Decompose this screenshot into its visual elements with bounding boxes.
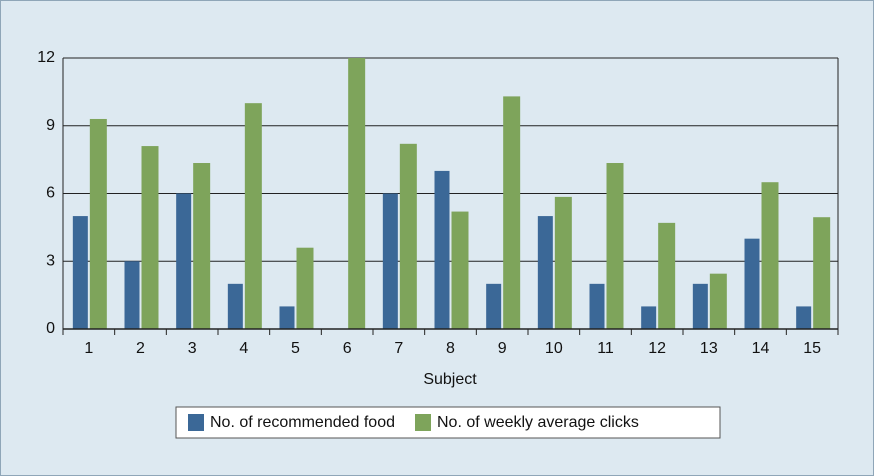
y-tick-label: 3 (46, 252, 55, 269)
x-tick-label: 15 (803, 340, 821, 357)
x-tick-label: 3 (188, 340, 197, 357)
bar (434, 170, 450, 329)
bar (606, 163, 624, 329)
bar (813, 217, 831, 329)
x-tick-label: 10 (545, 340, 563, 357)
bar (503, 96, 521, 330)
bar (279, 306, 295, 329)
bar (176, 193, 192, 329)
x-axis-label: Subject (423, 371, 477, 388)
x-tick-label: 1 (84, 340, 93, 357)
legend-swatch (188, 414, 204, 431)
bar (124, 261, 140, 329)
x-tick-label: 11 (597, 340, 614, 357)
bar (692, 283, 708, 329)
legend-swatch (415, 414, 431, 431)
bar (658, 222, 676, 329)
x-tick-label: 9 (498, 340, 507, 357)
x-tick-label: 2 (136, 340, 145, 357)
x-tick-label: 13 (700, 340, 718, 357)
bar (141, 146, 159, 329)
y-tick-label: 12 (37, 49, 55, 66)
bar (227, 283, 243, 329)
x-tick-label: 7 (394, 340, 403, 357)
bar (744, 238, 760, 329)
bar (382, 193, 398, 329)
x-tick-label: 12 (648, 340, 666, 357)
bar (709, 273, 727, 329)
bar (641, 306, 657, 329)
x-tick-label: 14 (752, 340, 770, 357)
bar (796, 306, 812, 329)
bar (537, 216, 553, 329)
y-tick-label: 0 (46, 320, 55, 337)
y-tick-label: 6 (46, 185, 55, 202)
bar (486, 283, 502, 329)
x-tick-label: 5 (291, 340, 300, 357)
bar (451, 211, 469, 329)
bar (72, 216, 88, 329)
legend-label: No. of recommended food (210, 414, 395, 431)
bar (296, 247, 314, 329)
bar (554, 196, 572, 329)
x-tick-label: 4 (239, 340, 248, 357)
bar (761, 182, 779, 329)
bar (348, 58, 366, 329)
bar (193, 163, 211, 329)
bar (589, 283, 605, 329)
bar (399, 143, 417, 329)
legend-box (175, 406, 721, 439)
y-tick-label: 9 (46, 117, 55, 134)
bar (89, 118, 107, 329)
legend-label: No. of weekly average clicks (437, 414, 639, 431)
x-tick-label: 8 (446, 340, 455, 357)
x-tick-label: 6 (343, 340, 352, 357)
bar (244, 103, 262, 330)
